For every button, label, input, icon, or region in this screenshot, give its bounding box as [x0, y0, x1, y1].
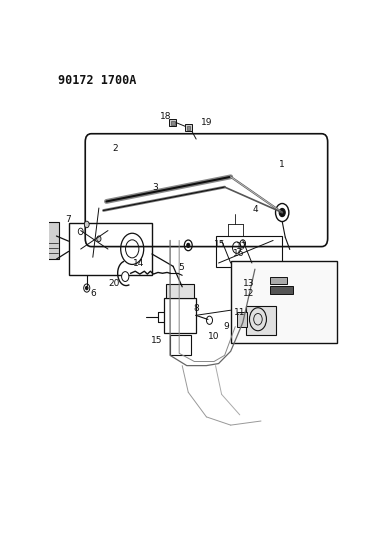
Text: 19: 19 — [201, 118, 212, 127]
Bar — [46, 222, 59, 259]
Circle shape — [84, 284, 90, 292]
Text: 13: 13 — [243, 279, 255, 288]
Circle shape — [206, 316, 213, 325]
Circle shape — [279, 208, 285, 216]
Bar — [270, 286, 293, 294]
Circle shape — [122, 272, 129, 281]
Text: 14: 14 — [133, 259, 144, 268]
Bar — [246, 306, 276, 335]
Text: 20: 20 — [108, 279, 120, 288]
Text: 1: 1 — [279, 160, 285, 169]
Bar — [231, 261, 337, 343]
Text: 3: 3 — [152, 183, 158, 191]
Bar — [215, 236, 282, 267]
Text: 10: 10 — [208, 333, 220, 341]
Bar — [237, 312, 248, 327]
Text: 11: 11 — [234, 308, 246, 317]
Bar — [270, 277, 287, 284]
Text: 17: 17 — [235, 242, 247, 251]
Text: 4: 4 — [252, 205, 258, 214]
Text: 15: 15 — [151, 336, 162, 345]
Bar — [185, 124, 192, 131]
Text: 15: 15 — [214, 240, 226, 249]
Text: 9: 9 — [223, 322, 229, 331]
Bar — [169, 119, 176, 126]
Text: 18: 18 — [160, 112, 171, 121]
Bar — [187, 126, 190, 130]
Circle shape — [97, 236, 101, 241]
Circle shape — [84, 221, 89, 228]
Bar — [68, 223, 152, 274]
Circle shape — [78, 228, 83, 235]
Text: 5: 5 — [178, 263, 183, 272]
Text: 6: 6 — [90, 289, 96, 298]
Text: 12: 12 — [243, 289, 255, 298]
Text: 90172 1700A: 90172 1700A — [58, 74, 136, 87]
Bar — [171, 120, 175, 125]
Text: 7: 7 — [66, 215, 72, 224]
Bar — [170, 335, 191, 356]
Circle shape — [86, 286, 88, 290]
Circle shape — [187, 243, 190, 247]
Text: 2: 2 — [113, 143, 118, 152]
Text: 8: 8 — [193, 304, 199, 313]
Bar — [165, 284, 194, 298]
Text: 16: 16 — [233, 249, 244, 258]
Bar — [164, 298, 196, 333]
